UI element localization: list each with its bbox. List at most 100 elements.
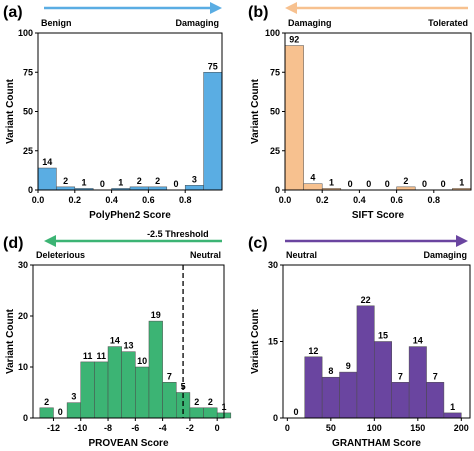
x-tick-label: 0.0 (32, 195, 45, 205)
bar-value-label: 2 (403, 176, 408, 186)
panel-label: (a) (3, 4, 23, 21)
bar-value-label: 2 (155, 176, 160, 186)
x-tick-label: -10 (74, 423, 87, 433)
arrow-right-label: Tolerated (428, 18, 468, 28)
x-tick-label: 0.4 (353, 195, 366, 205)
x-tick-label: -8 (104, 423, 112, 433)
axes-frame (32, 264, 225, 419)
bar-value-label: 7 (167, 371, 172, 381)
bar (184, 185, 204, 191)
bar-value-label: 11 (96, 351, 106, 361)
y-tick-label: 0 (273, 413, 278, 423)
x-tick-label: 0.4 (105, 195, 118, 205)
panel-label: (d) (3, 235, 23, 252)
y-tick-label: 25 (270, 146, 280, 156)
x-tick-label: 0.2 (69, 195, 82, 205)
bar (443, 412, 462, 419)
bar-value-label: 2 (208, 397, 213, 407)
axes-frame (284, 32, 472, 191)
x-tick-label: -2 (186, 423, 194, 433)
x-axis-title: SIFT Score (352, 210, 405, 221)
y-axis-title: Variant Count (5, 308, 16, 374)
y-axis-title: Variant Count (250, 78, 261, 144)
bar-value-label: 1 (329, 177, 334, 187)
y-tick-label: 20 (18, 311, 28, 321)
bar (303, 183, 323, 191)
bar (39, 407, 54, 419)
bar-value-label: 0 (366, 179, 371, 189)
panel-label: (b) (248, 4, 268, 21)
x-tick-label: 0.2 (316, 195, 329, 205)
x-tick-label: -12 (47, 423, 60, 433)
bar-value-label: 1 (459, 177, 464, 187)
y-tick-label: 0 (275, 185, 280, 195)
y-tick-label: 25 (23, 146, 33, 156)
x-tick-label: 150 (410, 423, 425, 433)
x-axis-title: PROVEAN Score (88, 438, 168, 449)
y-tick-label: 75 (23, 67, 33, 77)
y-tick-label: 100 (18, 28, 33, 38)
bar-value-label: 7 (433, 371, 438, 381)
y-tick-label: 10 (18, 362, 28, 372)
bar (374, 341, 392, 419)
bar (356, 305, 375, 419)
direction-arrow-head (285, 2, 297, 14)
x-axis-title: PolyPhen2 Score (89, 210, 171, 221)
bar-value-label: 15 (378, 331, 388, 341)
x-tick-label: 0.6 (142, 195, 155, 205)
y-tick-label: 30 (268, 260, 278, 270)
bar-value-label: 0 (348, 179, 353, 189)
arrow-right-label: Damaging (175, 18, 219, 28)
y-tick-label: 0 (28, 185, 33, 195)
bar-value-label: 0 (100, 179, 105, 189)
bar (203, 407, 218, 419)
arrow-right-label: Damaging (423, 250, 467, 260)
bar (121, 351, 136, 419)
axes-frame (37, 32, 223, 191)
bar-value-label: 13 (123, 341, 133, 351)
bar (94, 361, 109, 419)
bar-value-label: 10 (137, 356, 147, 366)
bar (321, 376, 340, 419)
bar-value-label: 19 (151, 310, 161, 320)
x-tick-label: 0.8 (428, 195, 441, 205)
x-tick-label: 0.8 (179, 195, 192, 205)
bar (408, 346, 427, 419)
bar-value-label: 2 (137, 176, 142, 186)
bar-value-label: 22 (361, 295, 371, 305)
panel-d: (d)DeleteriousNeutral2031111141310197522… (3, 229, 232, 449)
bar (80, 361, 95, 419)
bar (339, 371, 358, 419)
bar-value-label: 1 (450, 402, 455, 412)
bar-value-label: 9 (346, 361, 351, 371)
direction-arrow-head (44, 235, 56, 247)
x-tick-label: 200 (454, 423, 469, 433)
direction-arrow-head (210, 2, 222, 14)
bar (66, 402, 81, 419)
arrow-left-label: Damaging (288, 18, 332, 28)
arrow-left-label: Deleterious (36, 250, 85, 260)
bar-value-label: 11 (83, 351, 93, 361)
bar-value-label: 4 (310, 173, 315, 183)
panel-a: (a) Benign Damaging 14 2 1 0 1 2 2 0 3 75 0.0 0.2 0.4 0.… (3, 2, 223, 221)
bar-value-label: 1 (81, 177, 86, 187)
bar (391, 382, 410, 419)
bar (284, 45, 304, 191)
bar-value-label: 14 (110, 336, 120, 346)
x-tick-label: 0.6 (390, 195, 403, 205)
bar-value-label: 2 (44, 397, 49, 407)
bar-value-label: 0 (441, 179, 446, 189)
arrow-left-label: Neutral (286, 250, 317, 260)
bar-value-label: 14 (42, 157, 52, 167)
x-tick-label: 0 (285, 423, 290, 433)
bar-value-label: 0 (385, 179, 390, 189)
bar-value-label: 7 (398, 371, 403, 381)
bar-value-label: 8 (328, 366, 333, 376)
bar-value-label: 2 (63, 176, 68, 186)
bar-value-label: 0 (422, 179, 427, 189)
x-tick-label: 100 (367, 423, 382, 433)
bar-value-label: 2 (194, 397, 199, 407)
bar-value-label: 12 (308, 346, 318, 356)
